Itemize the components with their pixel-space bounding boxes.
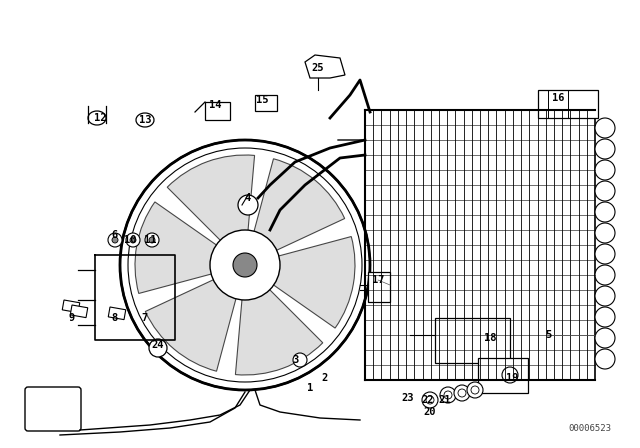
Text: 18: 18 [484,333,496,343]
Text: 24: 24 [152,340,164,350]
Text: 20: 20 [424,407,436,417]
Circle shape [595,349,615,369]
Circle shape [426,396,434,404]
Bar [368,272,390,302]
Circle shape [595,328,615,348]
Circle shape [595,307,615,327]
Text: 17: 17 [372,275,384,285]
Circle shape [120,140,370,390]
Circle shape [595,118,615,138]
Text: 6: 6 [112,230,118,240]
Bar [365,110,595,380]
Circle shape [233,253,257,277]
Wedge shape [252,159,345,254]
Bar [205,102,230,120]
Text: 19: 19 [506,373,518,383]
Wedge shape [167,155,255,247]
Text: 22: 22 [422,395,435,405]
Circle shape [444,391,452,399]
Circle shape [458,389,466,397]
Text: 16: 16 [552,93,564,103]
FancyBboxPatch shape [435,318,510,363]
Text: 3: 3 [292,355,298,365]
FancyBboxPatch shape [25,387,81,431]
Circle shape [454,385,470,401]
Circle shape [238,195,258,215]
Bar [62,300,80,313]
Wedge shape [135,202,225,293]
Circle shape [595,139,615,159]
Text: 11: 11 [144,235,156,245]
Circle shape [145,233,159,247]
Circle shape [595,265,615,285]
Circle shape [130,237,136,243]
Circle shape [112,237,118,243]
Bar [255,95,277,111]
Circle shape [595,286,615,306]
Polygon shape [305,55,345,78]
Circle shape [210,230,280,300]
Text: 4: 4 [245,193,251,203]
Text: 14: 14 [209,100,221,110]
Circle shape [595,160,615,180]
Text: 21: 21 [439,395,451,405]
Text: 12: 12 [93,113,106,123]
Bar [70,305,88,318]
Wedge shape [236,283,323,375]
Circle shape [422,392,438,408]
Text: 5: 5 [545,330,551,340]
Text: 23: 23 [402,393,414,403]
Circle shape [471,386,479,394]
Wedge shape [266,237,355,328]
Bar [108,307,125,319]
Circle shape [126,233,140,247]
Bar [538,90,598,118]
Circle shape [225,245,265,285]
Text: 25: 25 [312,63,324,73]
Circle shape [595,181,615,201]
Text: 8: 8 [112,313,118,323]
Circle shape [502,367,518,383]
Text: 13: 13 [139,115,151,125]
Text: 15: 15 [256,95,268,105]
Text: 9: 9 [69,313,75,323]
Circle shape [595,244,615,264]
Text: 00006523: 00006523 [568,423,611,432]
Wedge shape [145,276,239,371]
Circle shape [108,233,122,247]
Text: 2: 2 [322,373,328,383]
Circle shape [440,387,456,403]
Text: 10: 10 [124,235,136,245]
Bar [478,358,528,393]
Circle shape [467,382,483,398]
Circle shape [149,339,167,357]
Text: 1: 1 [307,383,313,393]
Circle shape [595,202,615,222]
Circle shape [595,223,615,243]
Text: 7: 7 [142,313,148,323]
Circle shape [293,353,307,367]
Circle shape [149,237,155,243]
